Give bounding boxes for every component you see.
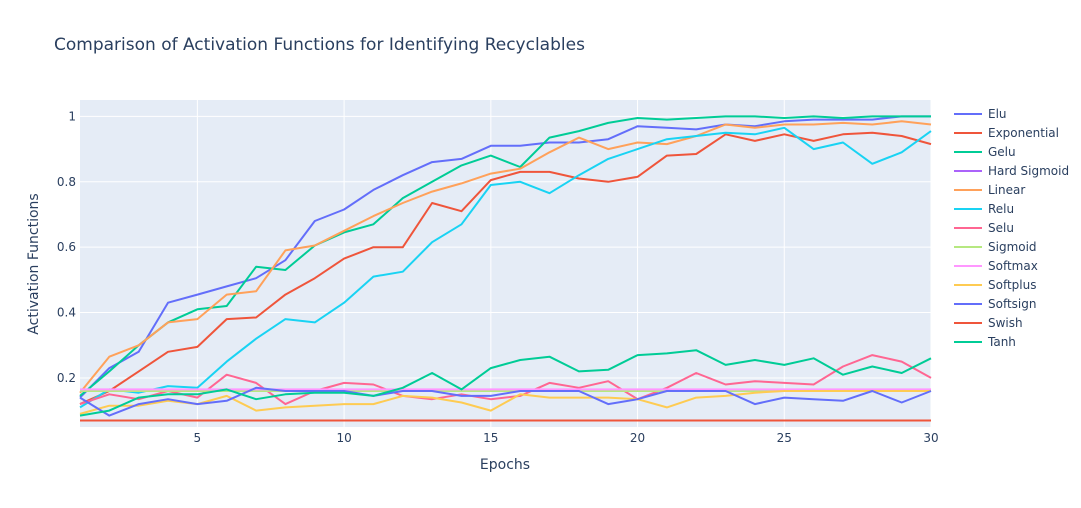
y-tick-label: 0.2 — [57, 371, 76, 385]
legend-item[interactable]: Tanh — [954, 335, 1016, 349]
legend-item[interactable]: Hard Sigmoid — [954, 164, 1069, 178]
y-tick-label: 0.4 — [57, 306, 76, 320]
legend-label: Sigmoid — [988, 240, 1037, 254]
x-tick-label: 20 — [630, 431, 645, 445]
plot-area — [80, 100, 931, 427]
series-lines — [79, 115, 932, 422]
legend-item[interactable]: Softsign — [954, 297, 1037, 311]
legend-label: Relu — [988, 202, 1014, 216]
series-line — [79, 354, 932, 406]
y-tick-label: 0.8 — [57, 175, 76, 189]
series-line — [79, 115, 931, 399]
legend-item[interactable]: Selu — [954, 221, 1014, 235]
legend-label: Tanh — [987, 335, 1016, 349]
legend-item[interactable]: Swish — [954, 316, 1023, 330]
legend-label: Hard Sigmoid — [988, 164, 1069, 178]
legend-label: Linear — [988, 183, 1025, 197]
x-tick-label: 10 — [336, 431, 351, 445]
y-tick-label: 1 — [68, 109, 76, 123]
series-line — [79, 386, 932, 417]
legend-item[interactable]: Gelu — [954, 145, 1016, 159]
x-axis-ticks: 5 10 15 20 25 30 — [194, 431, 939, 445]
y-axis-ticks: 0.2 0.4 0.6 0.8 1 — [57, 109, 76, 385]
chart-title: Comparison of Activation Functions for I… — [54, 35, 585, 55]
y-axis-title: Activation Functions — [26, 193, 42, 334]
legend-item[interactable]: Linear — [954, 183, 1025, 197]
legend-item[interactable]: Elu — [954, 107, 1007, 121]
series-line — [79, 115, 931, 397]
legend-label: Selu — [988, 221, 1014, 235]
legend-item[interactable]: Relu — [954, 202, 1014, 216]
legend-label: Exponential — [988, 126, 1059, 140]
legend-label: Softplus — [988, 278, 1037, 292]
legend-label: Softmax — [988, 259, 1038, 273]
gridlines — [80, 100, 932, 427]
legend-label: Softsign — [988, 297, 1037, 311]
x-tick-label: 5 — [194, 431, 202, 445]
series-line — [79, 120, 932, 394]
legend-label: Swish — [988, 316, 1023, 330]
legend-label: Gelu — [988, 145, 1016, 159]
x-tick-label: 30 — [923, 431, 938, 445]
legend-item[interactable]: Sigmoid — [954, 240, 1037, 254]
legend[interactable]: Elu Exponential Gelu Hard Sigmoid Linear Relu… — [954, 107, 1069, 349]
x-tick-label: 25 — [777, 431, 792, 445]
series-line — [79, 131, 932, 406]
series-line — [79, 390, 931, 415]
legend-item[interactable]: Exponential — [954, 126, 1059, 140]
series-line — [79, 126, 932, 409]
legend-item[interactable]: Softplus — [954, 278, 1037, 292]
legend-label: Elu — [988, 107, 1007, 121]
y-tick-label: 0.6 — [57, 240, 76, 254]
x-axis-title: Epochs — [480, 457, 530, 473]
x-tick-label: 15 — [483, 431, 498, 445]
series-line — [79, 349, 932, 417]
legend-item[interactable]: Softmax — [954, 259, 1038, 273]
